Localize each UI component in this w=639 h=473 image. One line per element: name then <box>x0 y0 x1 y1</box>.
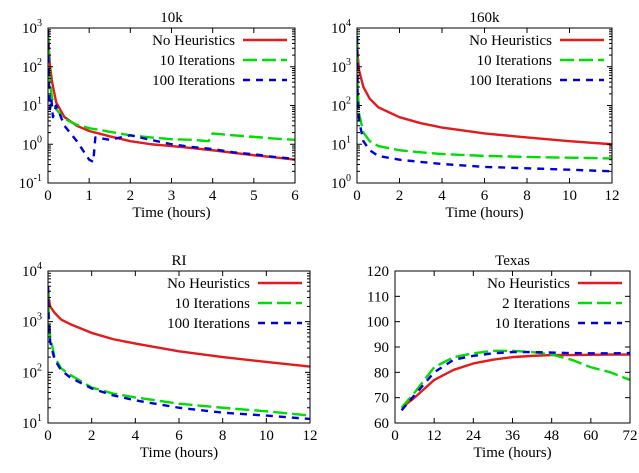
y-tick-label: 70 <box>374 391 389 407</box>
x-tick-label: 12 <box>303 428 318 444</box>
x-tick-label: 8 <box>219 428 227 444</box>
legend: No Heuristics 10 Iterations 100 Iterations <box>152 33 287 89</box>
x-tick-label: 10 <box>562 188 577 204</box>
x-axis-label: Time (hours) <box>445 205 523 221</box>
chart-title: 160k <box>470 10 501 26</box>
y-tick-label: 100 <box>331 173 351 192</box>
y-tick-label: 60 <box>374 416 389 432</box>
y-tick-label: 102 <box>22 362 42 381</box>
chart-0: 0 1 2 3 4 5 6 10-1 100 101 102 103 10k Time (hours) No… <box>19 10 300 221</box>
x-tick-label: 4 <box>132 428 140 444</box>
x-tick-label: 4 <box>209 188 217 204</box>
y-tick-label: 10-1 <box>19 173 42 192</box>
x-tick-label: 12 <box>427 428 442 444</box>
y-tick-label: 102 <box>22 57 42 76</box>
x-tick-label: 36 <box>505 428 521 444</box>
legend-label-0: No Heuristics <box>167 276 250 292</box>
x-axis-label: Time (hours) <box>140 445 218 461</box>
legend-label-1: 10 Iterations <box>477 53 553 69</box>
x-tick-label: 12 <box>605 188 620 204</box>
x-tick-label: 0 <box>44 188 52 204</box>
y-tick-label: 80 <box>374 365 389 381</box>
y-tick-label: 90 <box>374 340 389 356</box>
series-group <box>48 29 295 164</box>
x-tick-label: 48 <box>544 428 559 444</box>
y-tick-label: 102 <box>331 96 351 115</box>
legend: No Heuristics 10 Iterations 100 Iterations <box>469 33 604 89</box>
x-tick-label: 0 <box>353 188 361 204</box>
x-tick-label: 6 <box>175 428 183 444</box>
x-tick-label: 10 <box>259 428 274 444</box>
legend: No Heuristics 2 Iterations 10 Iterations <box>487 276 622 332</box>
x-tick-label: 6 <box>291 188 299 204</box>
chart-title: Texas <box>495 253 530 269</box>
chart-title: RI <box>172 253 187 269</box>
y-tick-label: 101 <box>22 96 42 115</box>
x-axis-label: Time (hours) <box>473 445 551 461</box>
x-axis-label: Time (hours) <box>132 205 210 221</box>
legend-label-2: 10 Iterations <box>495 316 571 332</box>
legend-label-2: 100 Iterations <box>167 316 250 332</box>
plot-frame <box>394 270 631 424</box>
chart-1: 0 2 4 6 8 10 12 100 101 102 103 104 160k Time (hours)… <box>331 10 620 221</box>
series-line-2 <box>48 29 295 164</box>
x-tick-label: 2 <box>88 428 96 444</box>
y-tick-label: 110 <box>367 289 389 305</box>
x-tick-label: 8 <box>523 188 531 204</box>
legend-label-2: 100 Iterations <box>469 73 552 89</box>
series-group <box>400 349 630 412</box>
y-tick-label: 100 <box>22 134 42 153</box>
y-tick-label: 103 <box>22 312 42 331</box>
y-tick-label: 104 <box>22 261 42 280</box>
x-tick-label: 2 <box>396 188 404 204</box>
x-tick-label: 60 <box>583 428 598 444</box>
series-line-1 <box>400 349 630 409</box>
y-tick-label: 100 <box>367 315 390 331</box>
y-tick-label: 101 <box>331 134 351 153</box>
y-tick-label: 101 <box>22 413 42 432</box>
y-tick-label: 103 <box>331 57 351 76</box>
legend-label-1: 2 Iterations <box>502 296 570 312</box>
chart-2: 0 2 4 6 8 10 12 101 102 103 104 RI Time (hours) No He… <box>22 253 318 461</box>
y-tick-label: 120 <box>367 264 390 280</box>
y-tick-label: 103 <box>22 18 42 37</box>
x-tick-label: 72 <box>623 428 638 444</box>
series-line-0 <box>400 353 630 409</box>
x-tick-label: 24 <box>466 428 482 444</box>
legend: No Heuristics 10 Iterations 100 Iterations <box>167 276 302 332</box>
legend-label-1: 10 Iterations <box>160 53 236 69</box>
y-tick-label: 104 <box>331 18 351 37</box>
plot-frame <box>47 270 311 424</box>
x-tick-label: 4 <box>438 188 446 204</box>
legend-label-0: No Heuristics <box>487 276 570 292</box>
x-tick-label: 3 <box>168 188 176 204</box>
x-tick-label: 6 <box>481 188 489 204</box>
x-tick-label: 0 <box>44 428 52 444</box>
legend-label-1: 10 Iterations <box>175 296 251 312</box>
series-line-2 <box>400 350 630 412</box>
x-tick-label: 0 <box>391 428 399 444</box>
legend-label-0: No Heuristics <box>469 33 552 49</box>
x-tick-label: 5 <box>250 188 258 204</box>
legend-label-2: 100 Iterations <box>152 73 235 89</box>
chart-3: 0 12 24 36 48 60 72 60 70 80 90 100 110 120 Texas Time … <box>367 253 638 461</box>
x-tick-label: 2 <box>127 188 135 204</box>
chart-title: 10k <box>160 10 183 26</box>
x-tick-label: 1 <box>85 188 93 204</box>
legend-label-0: No Heuristics <box>152 33 235 49</box>
plot-frame <box>47 27 296 184</box>
